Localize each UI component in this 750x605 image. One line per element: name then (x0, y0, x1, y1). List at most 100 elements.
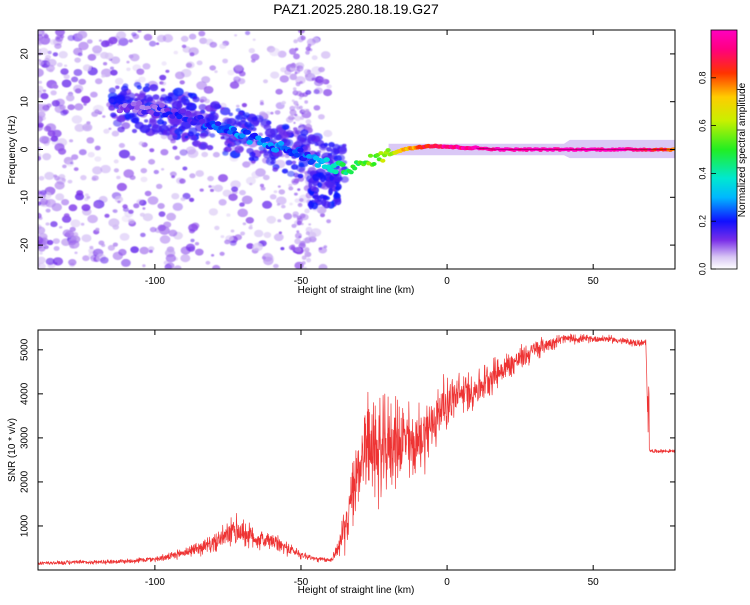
noise-blob (263, 79, 268, 84)
spectrogram-y-label: Frequency (Hz) (7, 116, 18, 185)
noise-blob (246, 243, 254, 250)
noise-blob (252, 38, 256, 41)
noise-blob (190, 238, 195, 243)
noise-blob (38, 245, 46, 252)
noise-blob (136, 68, 145, 75)
streak-blob (299, 198, 304, 202)
streak-blob (294, 71, 298, 75)
noise-blob (245, 217, 254, 224)
noise-blob (144, 190, 152, 197)
noise-blob (74, 251, 78, 255)
halo-blob (294, 129, 301, 135)
colorbar-tick-label: 0.2 (697, 215, 707, 228)
noise-blob (171, 175, 176, 179)
noise-blob (50, 221, 58, 228)
noise-blob (133, 203, 140, 209)
colorbar-tick-label: 0.8 (697, 72, 707, 85)
noise-blob (199, 188, 204, 192)
noise-blob (81, 234, 92, 243)
noise-blob (201, 151, 209, 158)
ridge-point (179, 108, 187, 114)
noise-blob (129, 175, 136, 181)
noise-blob (209, 65, 216, 71)
halo-blob (199, 132, 207, 139)
noise-blob (222, 58, 229, 64)
x-tick-label: -50 (294, 577, 309, 588)
streak-blob (293, 53, 300, 60)
ridge-point (176, 114, 183, 120)
snr-x-ticks: -100 -50 0 50 (145, 330, 599, 588)
noise-blob (239, 189, 246, 196)
noise-blob (182, 166, 188, 171)
noise-blob (38, 85, 44, 92)
noise-blob (273, 233, 284, 242)
noise-blob (311, 55, 318, 61)
noise-blob (107, 244, 115, 251)
noise-blob (211, 185, 216, 189)
noise-blob (116, 182, 127, 192)
streak-blob (292, 90, 299, 96)
noise-blob (84, 197, 89, 202)
noise-blob (76, 190, 84, 196)
noise-blob (128, 218, 135, 224)
noise-blob (139, 212, 145, 217)
noise-blob (71, 154, 79, 161)
streak-blob (298, 203, 302, 206)
noise-blob (261, 256, 266, 260)
noise-blob (63, 213, 70, 219)
branch-blob (310, 185, 317, 192)
noise-blob (103, 128, 110, 134)
noise-blob (157, 224, 166, 232)
streak-blob (305, 231, 310, 235)
halo-blob (333, 155, 342, 162)
noise-blob (234, 34, 238, 37)
streak-blob (300, 222, 304, 226)
noise-blob (149, 148, 155, 153)
noise-blob (189, 52, 195, 57)
halo-blob (291, 160, 297, 165)
noise-blob (38, 122, 44, 128)
ridge-point (148, 110, 155, 115)
noise-blob (185, 243, 196, 252)
noise-blob (263, 231, 272, 239)
noise-blob (318, 263, 328, 269)
noise-blob (159, 74, 167, 81)
halo-blob (151, 124, 162, 133)
halo-blob (142, 86, 151, 93)
noise-blob (180, 197, 186, 202)
noise-blob (213, 184, 223, 192)
noise-blob (67, 104, 75, 111)
snr-y-label: SNR (10 * v/v) (7, 418, 18, 482)
branch-blob (334, 198, 342, 206)
noise-blob (95, 78, 103, 85)
y-tick-label: 10 (20, 96, 31, 108)
halo-blob (173, 87, 184, 97)
branch-blob (325, 181, 334, 189)
noise-blob (207, 175, 215, 182)
branch-blob (317, 182, 323, 188)
noise-blob (320, 213, 325, 218)
branch-blob (322, 195, 329, 200)
noise-blob (212, 151, 220, 158)
noise-blob (249, 224, 253, 227)
halo-blob (228, 112, 233, 117)
noise-blob (218, 174, 228, 183)
halo-blob (297, 173, 304, 179)
noise-blob (93, 202, 100, 208)
noise-blob (237, 78, 246, 85)
noise-blob (224, 239, 231, 245)
streak-blob (289, 109, 297, 116)
streak-blob (298, 96, 303, 100)
noise-blob (62, 164, 67, 169)
ridge-point (263, 136, 271, 142)
halo-blob (248, 156, 255, 162)
ridge-point (135, 100, 143, 106)
ridge-point (352, 166, 358, 171)
halo-blob (121, 122, 131, 130)
noise-blob (121, 258, 131, 267)
noise-blob (113, 168, 119, 173)
halo-blob (160, 94, 169, 101)
noise-blob (318, 66, 325, 73)
noise-blob (198, 30, 206, 37)
